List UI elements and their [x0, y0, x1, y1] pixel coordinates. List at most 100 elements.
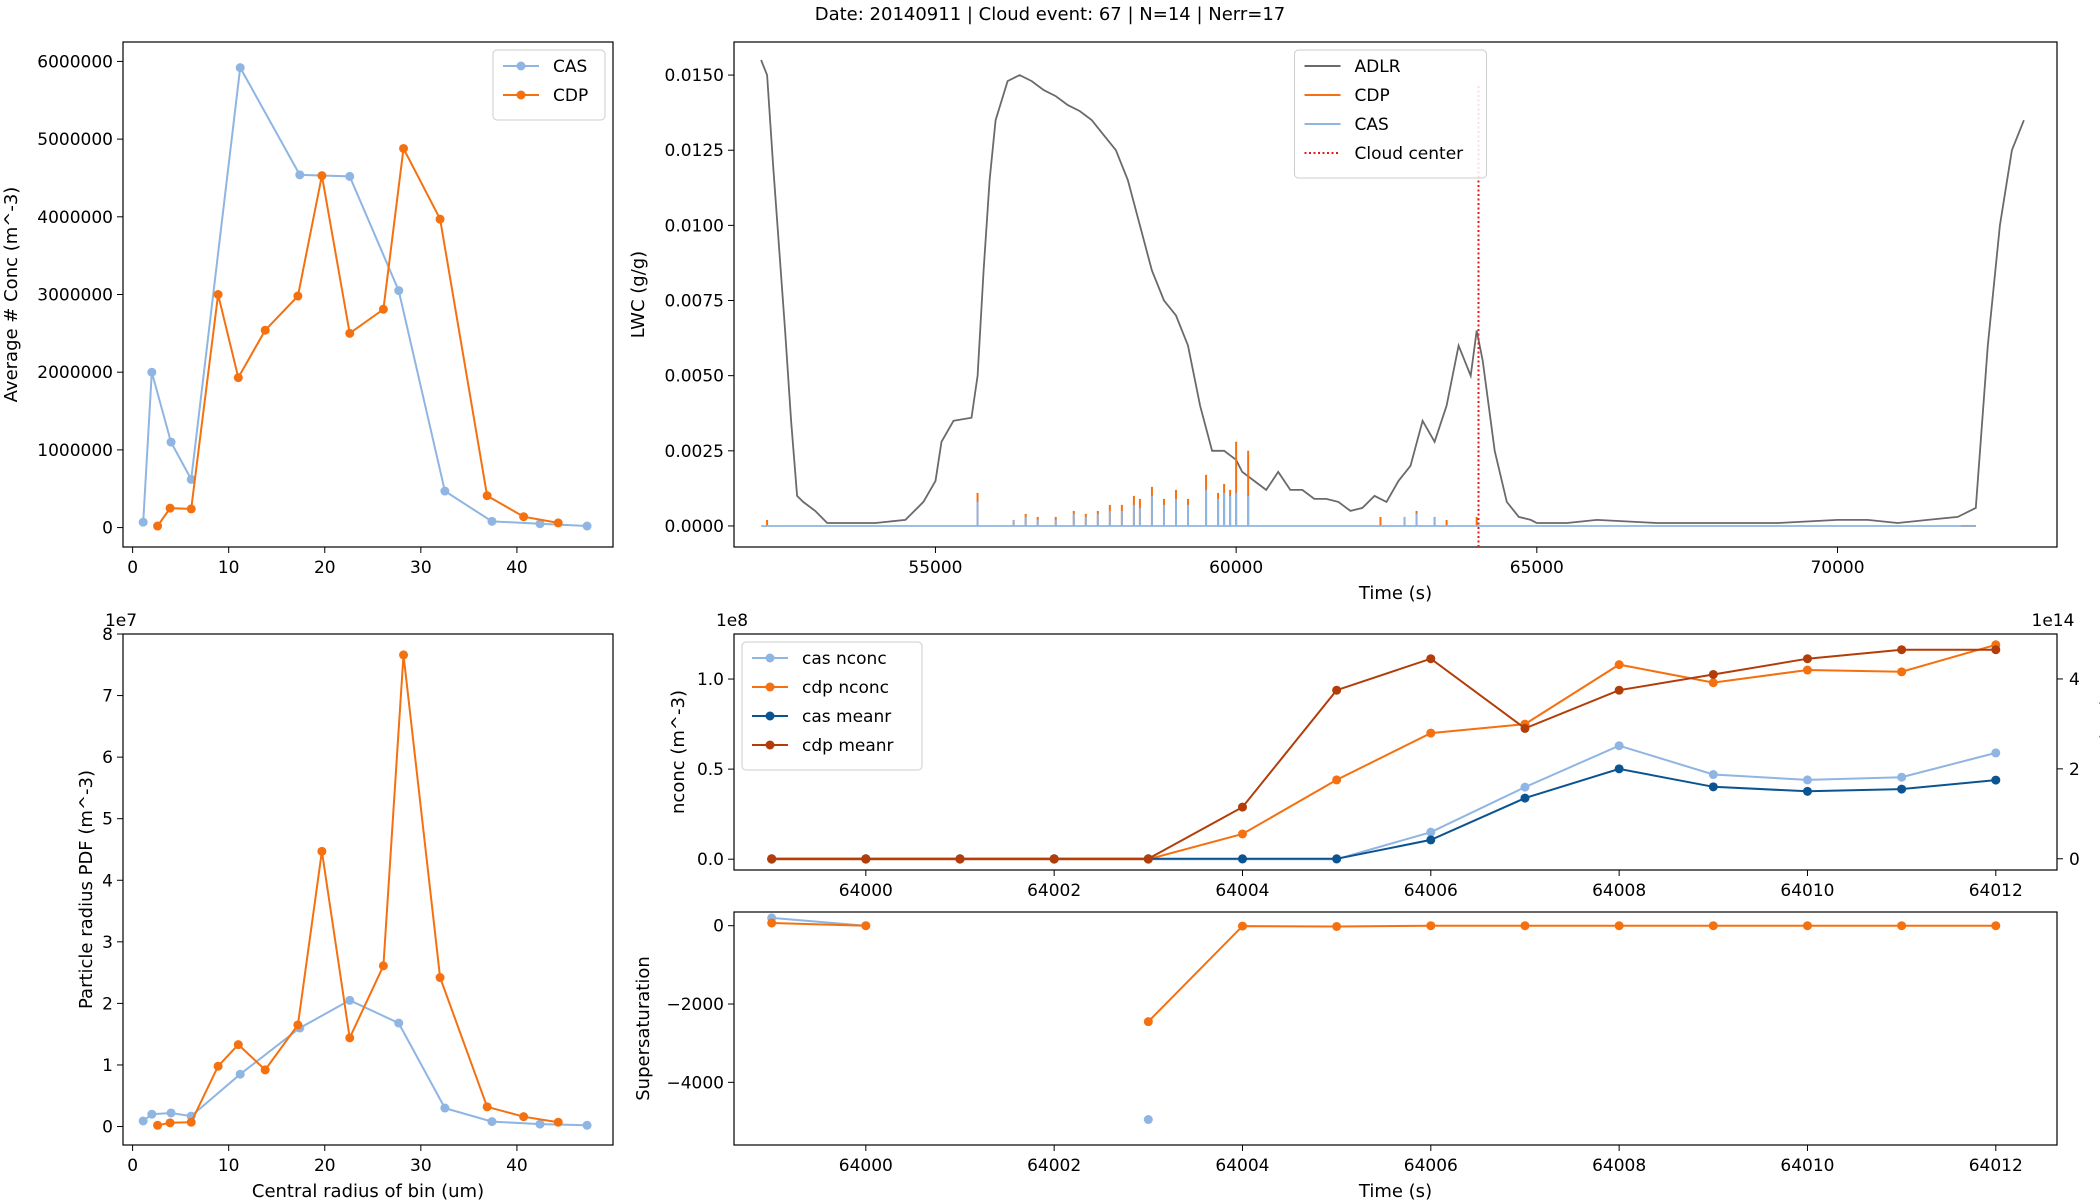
y-tick-label: 1.0 — [697, 670, 724, 690]
cas-point — [582, 1120, 592, 1130]
cdp-meanr-point — [1708, 669, 1718, 679]
cdp-point — [435, 214, 445, 224]
offset-label-right: 1e14 — [2032, 611, 2075, 631]
cdp-meanr-point — [861, 854, 871, 864]
cdp-line — [771, 922, 866, 927]
cas-point — [345, 995, 355, 1005]
cdp-point — [1614, 921, 1624, 931]
y-tick-label: 0.0125 — [665, 141, 724, 161]
cas-point — [487, 516, 497, 526]
cas-nconc-point — [1520, 782, 1530, 792]
cdp-point — [1802, 921, 1812, 931]
y-tick-label: 0.0050 — [665, 367, 724, 387]
x-tick-label: 64008 — [1592, 1156, 1646, 1176]
x-tick-label: 64006 — [1404, 1156, 1458, 1176]
cas-point — [138, 1116, 148, 1126]
y-tick-label: 7 — [102, 687, 113, 707]
x-axis-label: Central radius of bin (um) — [252, 1181, 484, 1200]
x-tick-label: 0 — [127, 1156, 138, 1176]
nconc-plot-area — [767, 640, 2001, 864]
cdp-point — [553, 1117, 563, 1127]
cas-meanr-point — [1614, 764, 1624, 774]
nconc-frame — [733, 633, 2058, 871]
y-tick-label: 8 — [102, 625, 113, 645]
cdp-point — [260, 1065, 270, 1075]
cas-point — [295, 170, 305, 180]
cas-line — [142, 64, 588, 527]
legend-marker — [516, 61, 526, 71]
y-axis-label: nconc (m^-3) — [668, 690, 689, 814]
cdp-point — [482, 1102, 492, 1112]
x-tick-label: 65000 — [1510, 558, 1564, 578]
cas-point — [394, 286, 404, 296]
cdp-point — [399, 650, 409, 660]
cdp-point — [519, 512, 529, 522]
x-tick-label: 60000 — [1209, 558, 1263, 578]
y-tick-label: 2 — [102, 994, 113, 1014]
x-tick-label: 55000 — [908, 558, 962, 578]
legend-label: cdp meanr — [802, 736, 894, 756]
y-tick-label: 2000000 — [37, 363, 113, 383]
cas-meanr-point — [1237, 854, 1247, 864]
y-tick-label: 3000000 — [37, 286, 113, 306]
cas-meanr-point — [1332, 854, 1342, 864]
cdp-line — [157, 654, 559, 1127]
suptitle: Date: 20140911 | Cloud event: 67 | N=14 … — [815, 4, 1286, 25]
y-tick-label: 0 — [102, 1118, 113, 1138]
x-tick-label: 20 — [314, 1156, 336, 1176]
cdp-point — [233, 373, 243, 383]
cdp-point — [165, 503, 175, 513]
legend-label: CDP — [1355, 86, 1390, 106]
cdp-meanr-point — [955, 854, 965, 864]
nconc-legend: cas nconc cdp nconc cas meanr cdp meanr — [741, 641, 923, 771]
cas-point — [186, 474, 196, 484]
pdf-plot-area — [138, 650, 592, 1130]
cas-meanr-point — [1991, 775, 2001, 785]
cas-point — [535, 519, 545, 529]
cdp-meanr-point — [1426, 654, 1436, 664]
cdp-point — [435, 973, 445, 983]
cdp-meanr-point — [1614, 685, 1624, 695]
cas-line — [142, 999, 588, 1127]
lwc-plot-area — [760, 59, 2025, 547]
conc-plot-area — [138, 63, 592, 531]
cdp-point — [399, 143, 409, 153]
cdp-point — [1520, 921, 1530, 931]
x-tick-label: 64010 — [1780, 1156, 1834, 1176]
x-tick-label: 40 — [506, 558, 528, 578]
cdp-point — [1332, 921, 1342, 931]
cdp-meanr-point — [1897, 645, 1907, 655]
cdp-point — [861, 921, 871, 931]
y-axis-label: LWC (g/g) — [628, 251, 649, 338]
cdp-point — [233, 1040, 243, 1050]
cas-meanr-point — [1708, 782, 1718, 792]
y-tick-label: 0.0025 — [665, 442, 724, 462]
legend-box — [492, 49, 606, 121]
cdp-point — [1237, 921, 1247, 931]
adlr-line — [760, 59, 2025, 524]
cdp-nconc-point — [1332, 775, 1342, 785]
ss-plot-area — [767, 913, 2001, 1125]
y-tick-label: 3 — [102, 933, 113, 953]
cdp-point — [345, 328, 355, 338]
y-tick-label: 4000000 — [37, 208, 113, 228]
y-right-axis-label: meanr (um) — [2097, 698, 2100, 805]
cdp-line — [1147, 924, 1996, 1023]
y-tick-label: −4000 — [666, 1073, 724, 1093]
cdp-line — [156, 145, 559, 527]
cdp-nconc-point — [1802, 665, 1812, 675]
legend-label: CAS — [553, 57, 587, 77]
x-tick-label: 10 — [218, 1156, 240, 1176]
cdp-point — [153, 521, 163, 531]
y-tick-label: 0.0 — [697, 850, 724, 870]
cdp-point — [186, 1117, 196, 1127]
y-axis-label: Supersaturation — [633, 956, 654, 1101]
x-tick-label: 64012 — [1969, 881, 2023, 901]
legend-label: ADLR — [1355, 57, 1401, 77]
cdp-point — [378, 304, 388, 314]
cas-point — [235, 63, 245, 73]
cas-point — [1143, 1115, 1153, 1125]
ss-frame — [733, 911, 2058, 1146]
x-tick-label: 64012 — [1969, 1156, 2023, 1176]
